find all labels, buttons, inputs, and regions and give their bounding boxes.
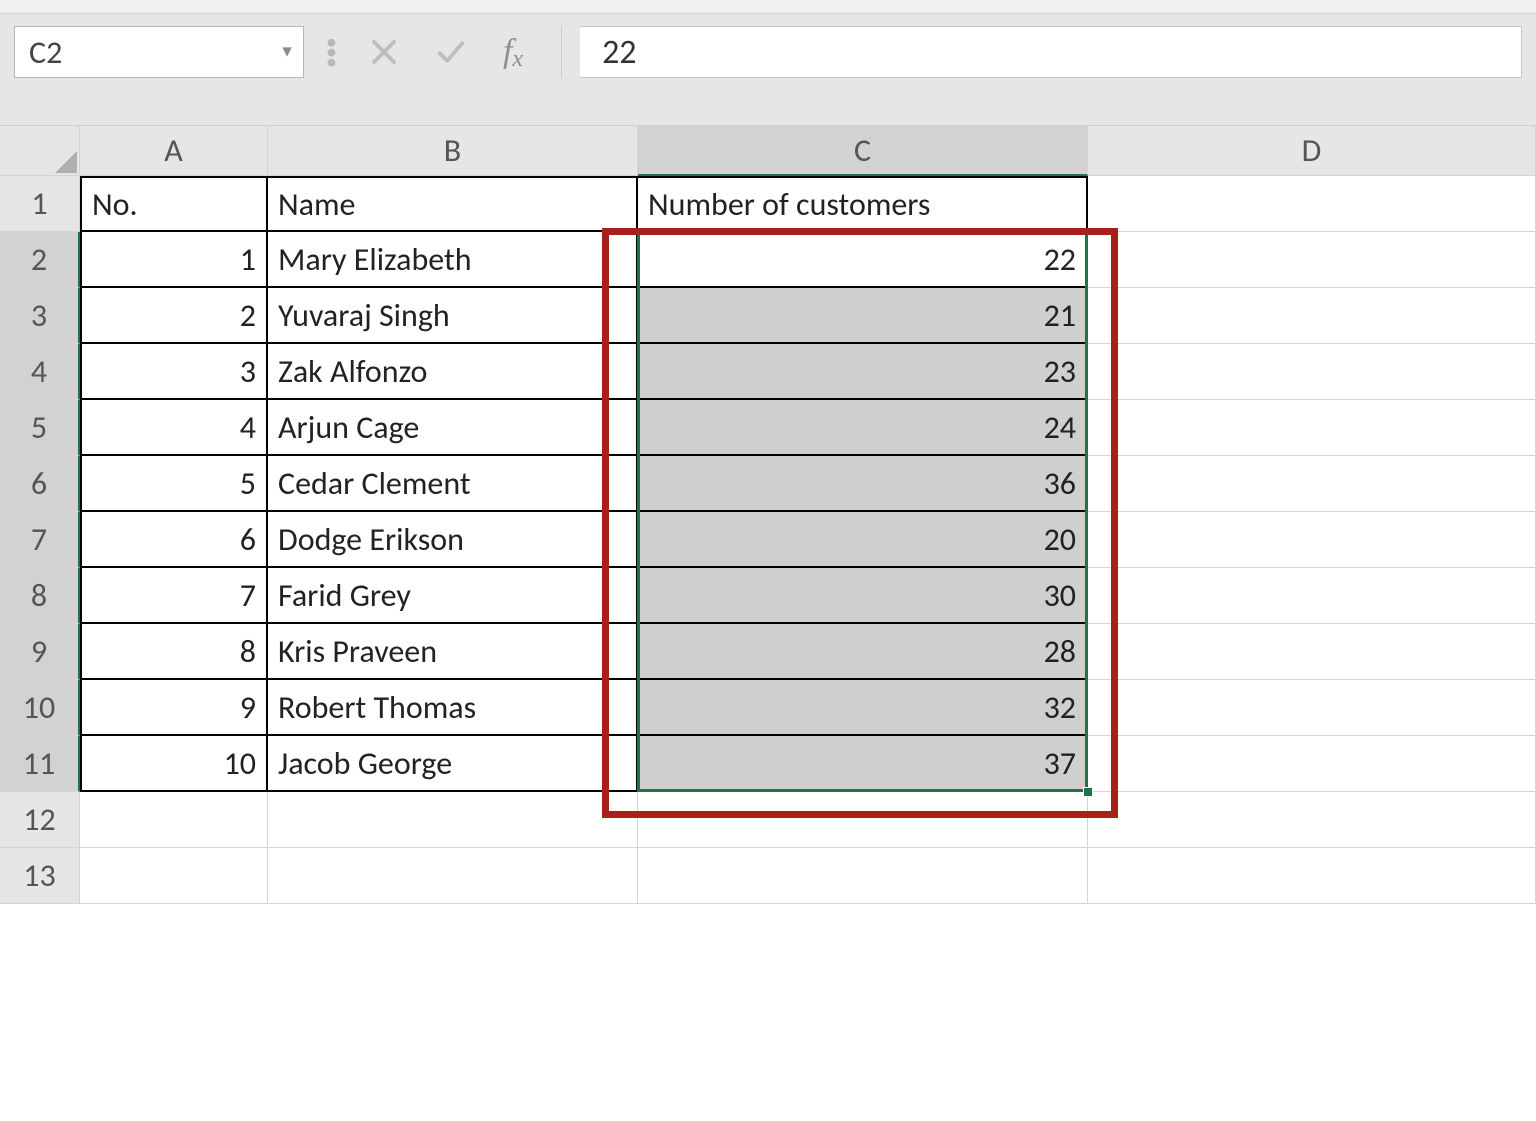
name-box-value: C2 [29,33,62,72]
column-header-B[interactable]: B [268,126,638,176]
cell-D7[interactable] [1088,512,1536,568]
select-all-corner[interactable] [0,126,80,176]
cell-A5[interactable]: 4 [80,400,268,456]
cell-C3[interactable]: 21 [638,288,1088,344]
cell-C1[interactable]: Number of customers [638,176,1088,232]
cell-C9[interactable]: 28 [638,624,1088,680]
cell-B11[interactable]: Jacob George [268,736,638,792]
column-header-D[interactable]: D [1088,126,1536,176]
cell-B1[interactable]: Name [268,176,638,232]
cell-A12[interactable] [80,792,268,848]
spreadsheet-grid[interactable]: ABCD1No.NameNumber of customers21Mary El… [0,126,1536,904]
cell-B10[interactable]: Robert Thomas [268,680,638,736]
column-header-A[interactable]: A [80,126,268,176]
cell-D1[interactable] [1088,176,1536,232]
row-header-13[interactable]: 13 [0,848,80,904]
cell-B2[interactable]: Mary Elizabeth [268,232,638,288]
cell-C5[interactable]: 24 [638,400,1088,456]
ribbon-strip [0,0,1536,14]
cell-D2[interactable] [1088,232,1536,288]
name-box-dropdown-icon[interactable]: ▼ [279,43,295,62]
cell-B8[interactable]: Farid Grey [268,568,638,624]
row-header-9[interactable]: 9 [0,624,80,680]
cell-C7[interactable]: 20 [638,512,1088,568]
row-header-2[interactable]: 2 [0,232,80,288]
cell-C2[interactable]: 22 [638,232,1088,288]
cell-B13[interactable] [268,848,638,904]
formula-bar: C2 ▼ ••• fx 22 [0,14,1536,90]
row-header-3[interactable]: 3 [0,288,80,344]
row-header-6[interactable]: 6 [0,456,80,512]
cell-B5[interactable]: Arjun Cage [268,400,638,456]
cell-A10[interactable]: 9 [80,680,268,736]
row-header-8[interactable]: 8 [0,568,80,624]
cell-A13[interactable] [80,848,268,904]
cancel-icon [369,37,399,67]
cell-D11[interactable] [1088,736,1536,792]
cell-B6[interactable]: Cedar Clement [268,456,638,512]
cell-B9[interactable]: Kris Praveen [268,624,638,680]
fx-icon[interactable]: fx [503,33,533,71]
cell-D6[interactable] [1088,456,1536,512]
formula-bar-separator [561,26,562,78]
cell-C6[interactable]: 36 [638,456,1088,512]
cell-D4[interactable] [1088,344,1536,400]
row-header-1[interactable]: 1 [0,176,80,232]
cell-A6[interactable]: 5 [80,456,268,512]
cell-A8[interactable]: 7 [80,568,268,624]
row-header-11[interactable]: 11 [0,736,80,792]
cell-B7[interactable]: Dodge Erikson [268,512,638,568]
cell-D9[interactable] [1088,624,1536,680]
name-box[interactable]: C2 ▼ [14,26,304,78]
cell-A9[interactable]: 8 [80,624,268,680]
cell-D3[interactable] [1088,288,1536,344]
formula-input[interactable]: 22 [580,26,1522,78]
cell-C4[interactable]: 23 [638,344,1088,400]
row-header-12[interactable]: 12 [0,792,80,848]
cell-C12[interactable] [638,792,1088,848]
cell-A11[interactable]: 10 [80,736,268,792]
cell-B3[interactable]: Yuvaraj Singh [268,288,638,344]
row-header-7[interactable]: 7 [0,512,80,568]
row-header-5[interactable]: 5 [0,400,80,456]
cell-D8[interactable] [1088,568,1536,624]
formula-bar-buttons: ••• fx [322,26,543,78]
below-bar-strip [0,90,1536,126]
cell-A7[interactable]: 6 [80,512,268,568]
cell-C10[interactable]: 32 [638,680,1088,736]
formula-input-value: 22 [602,32,636,73]
cell-D12[interactable] [1088,792,1536,848]
row-header-4[interactable]: 4 [0,344,80,400]
cell-A4[interactable]: 3 [80,344,268,400]
cell-B12[interactable] [268,792,638,848]
row-header-10[interactable]: 10 [0,680,80,736]
cell-B4[interactable]: Zak Alfonzo [268,344,638,400]
cell-A1[interactable]: No. [80,176,268,232]
column-header-C[interactable]: C [638,126,1088,176]
drag-handle-icon: ••• [326,38,335,66]
confirm-icon [433,37,469,67]
cell-D5[interactable] [1088,400,1536,456]
cell-C13[interactable] [638,848,1088,904]
cell-D13[interactable] [1088,848,1536,904]
fill-handle[interactable] [1083,787,1093,797]
cell-D10[interactable] [1088,680,1536,736]
cell-A3[interactable]: 2 [80,288,268,344]
cell-C11[interactable]: 37 [638,736,1088,792]
cell-A2[interactable]: 1 [80,232,268,288]
cell-C8[interactable]: 30 [638,568,1088,624]
